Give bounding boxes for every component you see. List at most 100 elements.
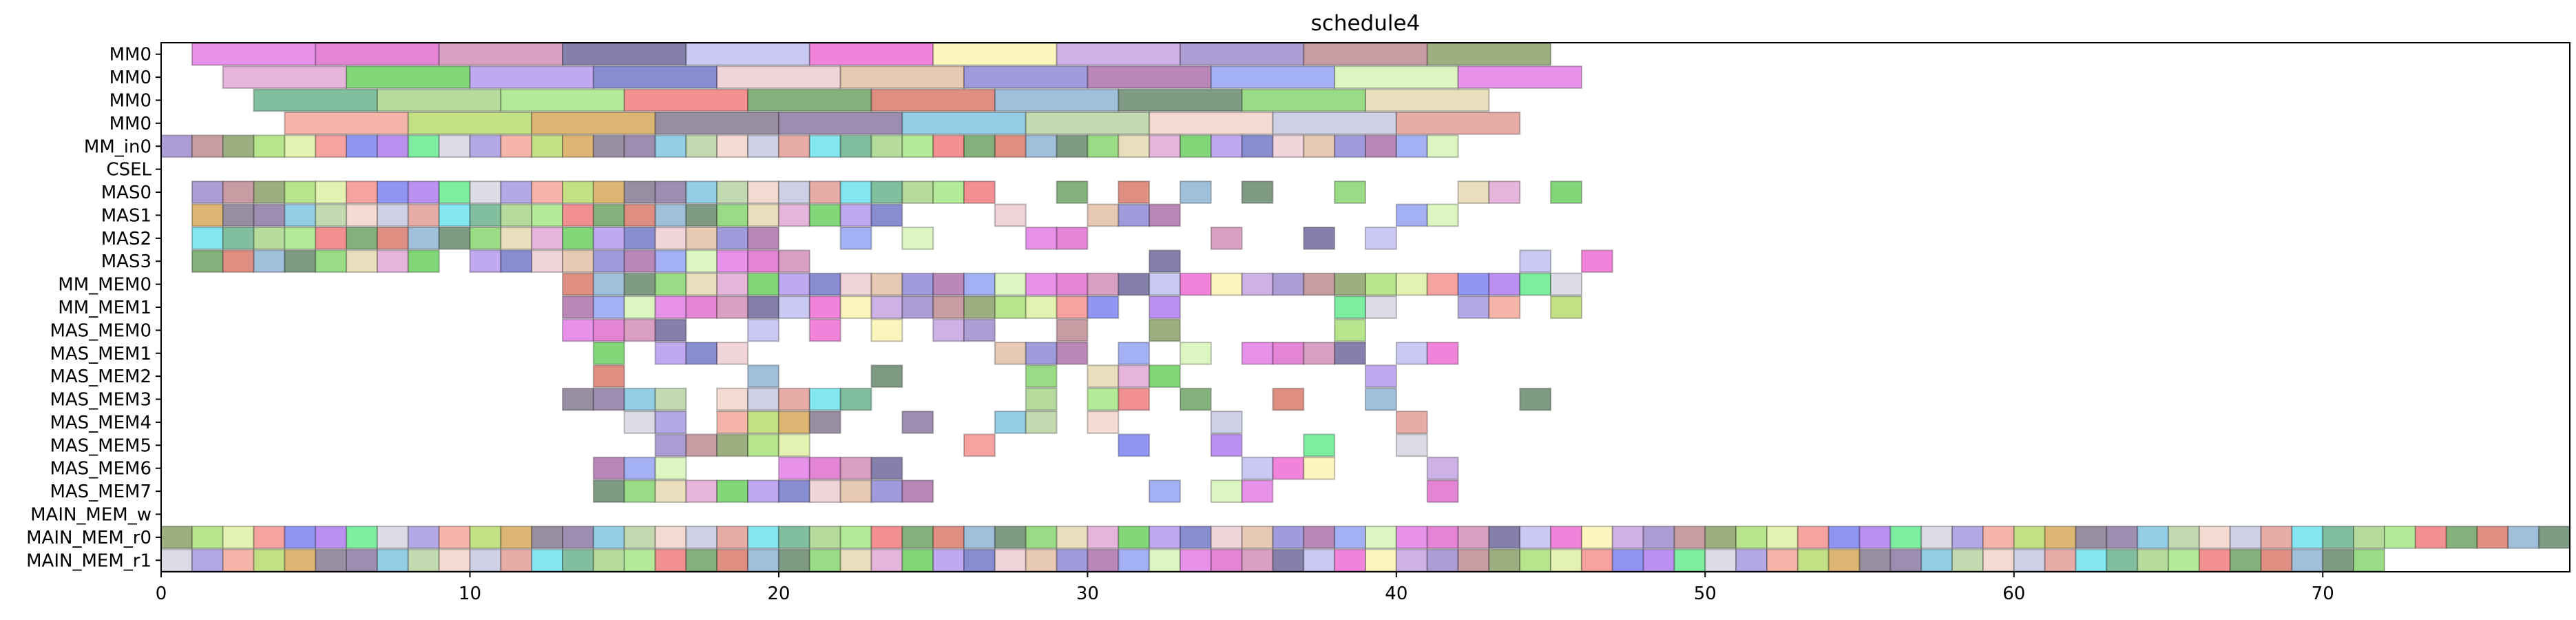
y-tick-label: MM_MEM1	[58, 298, 151, 318]
task-bar-row4-17	[685, 134, 718, 158]
task-bar-row21-59	[1982, 526, 2015, 549]
task-bar-row19-2	[654, 479, 687, 503]
task-bar-row2-7	[1118, 88, 1243, 112]
task-bar-row4-0	[160, 134, 193, 158]
task-bar-row3-2	[531, 112, 656, 135]
task-bar-row21-26	[963, 526, 996, 549]
task-bar-row13-10	[1272, 341, 1305, 365]
task-bar-row16-10	[1210, 411, 1243, 434]
task-bar-row8-23	[1210, 226, 1243, 250]
task-bar-row15-4	[716, 387, 749, 411]
task-bar-row11-21	[1457, 296, 1490, 319]
task-bar-row10-14	[994, 272, 1027, 296]
task-bar-row10-26	[1365, 272, 1397, 296]
task-bar-row22-16	[654, 548, 687, 572]
task-bar-row14-3	[1025, 364, 1058, 389]
task-bar-row2-1	[376, 88, 502, 112]
task-bar-row21-31	[1118, 526, 1151, 549]
task-bar-row21-35	[1241, 526, 1274, 549]
task-bar-row10-2	[623, 272, 656, 296]
task-bar-row22-31	[1118, 548, 1151, 572]
task-bar-row21-46	[1580, 526, 1613, 549]
task-bar-row16-7	[994, 411, 1027, 434]
task-bar-row11-8	[808, 296, 841, 319]
task-bar-row18-6	[870, 456, 903, 480]
task-bar-row10-9	[839, 272, 872, 296]
task-bar-row1-0	[222, 65, 348, 89]
task-bar-row21-6	[346, 526, 378, 549]
task-bar-row19-11	[1149, 479, 1181, 503]
task-bar-row18-0	[592, 456, 625, 480]
task-bar-row2-3	[623, 88, 749, 112]
task-bar-row8-25	[1365, 226, 1397, 250]
task-bar-row22-20	[777, 548, 810, 572]
task-bar-row21-19	[747, 526, 779, 549]
task-bar-row9-12	[592, 249, 625, 273]
task-bar-row21-41	[1426, 526, 1459, 549]
task-bar-row6-31	[1457, 180, 1490, 204]
bars-layer	[160, 42, 2570, 572]
task-bar-row22-69	[2291, 548, 2324, 572]
task-bar-row22-23	[870, 548, 903, 572]
task-bar-row22-10	[469, 548, 502, 572]
task-bar-row21-29	[1056, 526, 1089, 549]
task-bar-row10-17	[1087, 272, 1120, 296]
task-bar-row6-25	[963, 180, 996, 204]
task-bar-row4-35	[1241, 134, 1274, 158]
task-bar-row11-5	[716, 296, 749, 319]
task-bar-row11-13	[963, 296, 996, 319]
task-bar-row15-11	[1118, 387, 1151, 411]
task-bar-row22-17	[685, 548, 718, 572]
task-bar-row21-57	[1920, 526, 1954, 549]
task-bar-row6-20	[808, 180, 841, 204]
task-bar-row7-28	[1426, 203, 1459, 227]
y-tick-label: MM0	[109, 114, 151, 134]
task-bar-row9-17	[747, 249, 779, 273]
task-bar-row3-6	[1025, 112, 1151, 135]
task-bar-row6-21	[839, 180, 872, 204]
task-bar-row10-1	[592, 272, 625, 296]
task-bar-row22-22	[839, 548, 872, 572]
task-bar-row22-35	[1241, 548, 1274, 572]
task-bar-row8-10	[500, 226, 533, 250]
task-bar-row1-8	[1210, 65, 1336, 89]
task-bar-row21-4	[284, 526, 317, 549]
task-bar-row22-60	[2013, 548, 2046, 572]
task-bar-row10-0	[562, 272, 594, 296]
task-bar-row9-14	[654, 249, 687, 273]
task-bar-row4-8	[407, 134, 440, 158]
task-bar-row4-28	[1025, 134, 1058, 158]
task-bar-row21-11	[500, 526, 533, 549]
task-bar-row22-48	[1642, 548, 1675, 572]
task-bar-row7-6	[376, 203, 409, 227]
x-tick-label: 40	[1385, 583, 1407, 604]
task-bar-row22-59	[1982, 548, 2015, 572]
task-bar-row13-0	[592, 341, 625, 365]
task-bar-row0-10	[1426, 42, 1552, 66]
task-bar-row10-28	[1426, 272, 1459, 296]
task-bar-row21-17	[685, 526, 718, 549]
task-bar-row4-11	[500, 134, 533, 158]
task-bar-row9-20	[1519, 249, 1552, 273]
task-bar-row22-68	[2260, 548, 2293, 572]
task-bar-row2-2	[500, 88, 625, 112]
task-bar-row7-4	[315, 203, 348, 227]
task-bar-row9-4	[315, 249, 348, 273]
x-tick-label: 0	[156, 583, 167, 604]
task-bar-row7-0	[191, 203, 224, 227]
task-bar-row7-17	[716, 203, 749, 227]
task-bar-row13-6	[1056, 341, 1089, 365]
task-bar-row3-4	[777, 112, 903, 135]
task-bar-row9-13	[623, 249, 656, 273]
task-bar-row21-33	[1179, 526, 1212, 549]
task-bar-row10-23	[1272, 272, 1305, 296]
task-bar-row7-3	[284, 203, 317, 227]
task-bar-row22-11	[500, 548, 533, 572]
task-bar-row6-4	[315, 180, 348, 204]
task-bar-row21-27	[994, 526, 1027, 549]
task-bar-row21-77	[2538, 526, 2570, 549]
task-bar-row22-37	[1303, 548, 1336, 572]
task-bar-row10-30	[1488, 272, 1521, 296]
task-bar-row8-19	[839, 226, 872, 250]
task-bar-row4-1	[191, 134, 224, 158]
